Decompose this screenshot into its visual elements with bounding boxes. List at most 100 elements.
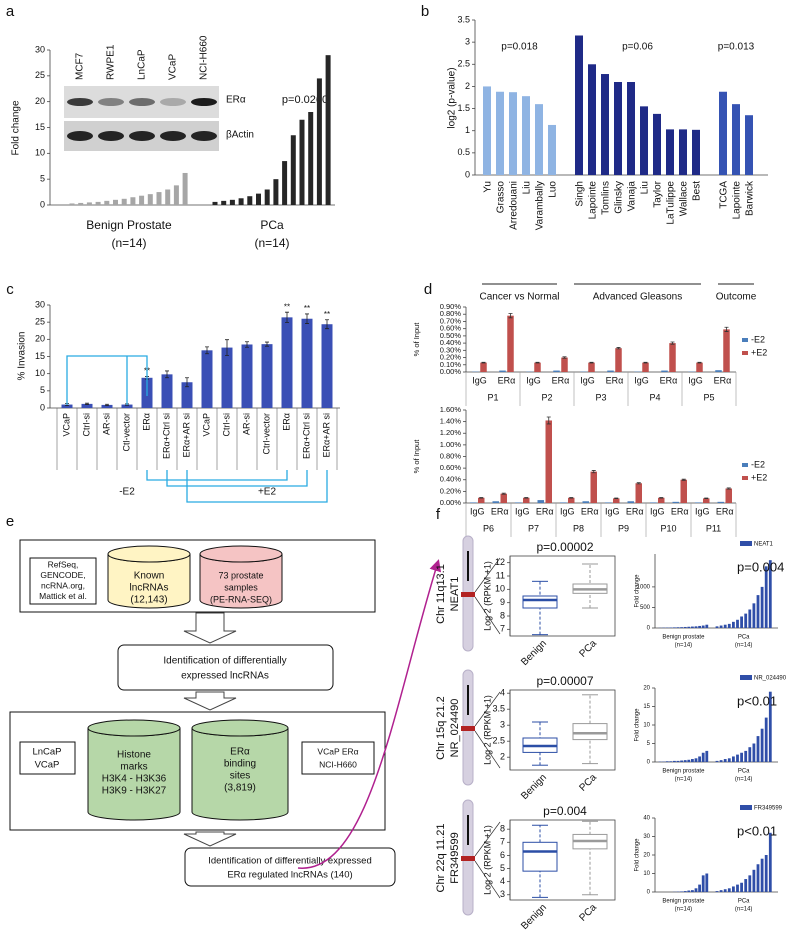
group-n-label: (n=14) bbox=[675, 777, 693, 783]
bar bbox=[507, 315, 514, 372]
bar bbox=[669, 761, 673, 762]
y-tick-label: 0.80% bbox=[440, 309, 462, 318]
bar bbox=[760, 858, 764, 892]
diagram-text: VCaP ERα bbox=[317, 746, 358, 756]
group-label: PCa bbox=[260, 218, 284, 232]
x-tick-label: Grasso bbox=[496, 181, 507, 214]
annotation: p=0.06 bbox=[622, 42, 653, 53]
x-tick-label: IgG bbox=[515, 506, 530, 516]
chart-title: p=0.00007 bbox=[536, 674, 593, 688]
region-label: P8 bbox=[573, 523, 584, 533]
annotation: p=0.0260 bbox=[282, 94, 328, 106]
x-tick-label: ERα bbox=[552, 375, 570, 385]
y-tick-label: 0.00% bbox=[440, 498, 462, 507]
bar bbox=[561, 357, 568, 372]
bar bbox=[752, 603, 756, 628]
bar bbox=[590, 471, 597, 503]
bar bbox=[705, 873, 709, 892]
x-tick-label: ERα bbox=[660, 375, 678, 385]
x-tick-label: IgG bbox=[634, 375, 649, 385]
bar bbox=[238, 198, 244, 205]
bar bbox=[705, 750, 709, 762]
region-label: P5 bbox=[703, 392, 714, 402]
bar bbox=[683, 891, 687, 892]
bar bbox=[695, 502, 702, 503]
x-tick-label: Wallace bbox=[679, 181, 690, 217]
x-tick-label: Tomlins bbox=[601, 181, 612, 215]
y-tick-label: 2.5 bbox=[492, 736, 505, 746]
step1-box bbox=[117, 644, 334, 691]
y-axis-label: % Invasion bbox=[17, 332, 28, 381]
group-label: PCa bbox=[738, 769, 750, 775]
legend-label: NEAT1 bbox=[754, 542, 774, 548]
blot-band bbox=[129, 98, 155, 106]
chromosome-label: Chr 15q 21.2 bbox=[435, 696, 447, 760]
error-bar bbox=[105, 403, 109, 406]
diagram-text: (12,143) bbox=[130, 595, 167, 606]
x-tick-label: PCa bbox=[577, 772, 599, 794]
error-bar bbox=[85, 402, 89, 405]
y-tick-label: 30 bbox=[35, 44, 45, 54]
y-tick-label: 15 bbox=[643, 704, 650, 710]
blot-band bbox=[129, 131, 155, 141]
x-tick-label: Ctrl-si bbox=[221, 413, 231, 437]
y-axis-label: % of Input bbox=[412, 439, 421, 474]
bar bbox=[121, 404, 133, 408]
y-axis-label: log2 (p-value) bbox=[447, 67, 458, 128]
chart-title: p=0.004 bbox=[543, 804, 587, 818]
region-label: P9 bbox=[618, 523, 629, 533]
bar bbox=[515, 502, 522, 503]
error-bar bbox=[724, 326, 729, 332]
diagram-text: (3,819) bbox=[224, 783, 256, 794]
bar bbox=[717, 501, 724, 503]
y-tick-label: 8 bbox=[500, 824, 505, 834]
error-bar bbox=[305, 313, 309, 324]
bar bbox=[560, 502, 567, 503]
bar bbox=[740, 882, 743, 892]
y-tick-label: 3 bbox=[465, 37, 470, 47]
diagram-text: LnCaP bbox=[32, 747, 61, 758]
x-tick-label: IgG bbox=[526, 375, 541, 385]
bar bbox=[748, 747, 752, 762]
bar bbox=[736, 884, 739, 892]
bar bbox=[698, 756, 701, 762]
y-tick-label: 500 bbox=[640, 605, 651, 611]
bar bbox=[705, 624, 709, 628]
bar bbox=[627, 501, 634, 503]
x-tick-label: Varambally bbox=[535, 181, 546, 230]
diagram-text: Known bbox=[134, 571, 165, 582]
bar bbox=[470, 502, 477, 503]
bar bbox=[727, 758, 731, 762]
error-bar bbox=[185, 377, 189, 388]
bar bbox=[687, 626, 691, 628]
chromosome-band bbox=[461, 592, 475, 597]
bar bbox=[715, 891, 719, 892]
bar bbox=[256, 193, 261, 205]
bar bbox=[719, 890, 723, 892]
error-bar bbox=[636, 482, 641, 485]
bar bbox=[480, 362, 487, 372]
x-tick-label: Arredouani bbox=[509, 181, 520, 230]
x-tick-label: Lapointe bbox=[732, 181, 743, 220]
bar bbox=[139, 195, 145, 205]
y-tick-label: 0.60% bbox=[440, 463, 462, 472]
x-tick-label: Best bbox=[692, 181, 703, 201]
group-label: Benign Prostate bbox=[86, 218, 172, 232]
error-bar bbox=[589, 361, 594, 364]
bar bbox=[588, 64, 596, 175]
bar bbox=[568, 497, 575, 503]
bar bbox=[715, 370, 722, 372]
band-label: ERα bbox=[226, 95, 246, 106]
bar bbox=[582, 501, 589, 503]
bar bbox=[95, 201, 101, 205]
x-tick-label: ERα bbox=[536, 506, 554, 516]
y-tick-label: 2 bbox=[500, 752, 505, 762]
y-tick-label: 0.5 bbox=[457, 147, 470, 157]
bar bbox=[736, 754, 739, 762]
bar bbox=[301, 318, 313, 408]
error-bar bbox=[726, 487, 731, 490]
blot-band bbox=[67, 131, 93, 141]
diagram-text: lncRNAs bbox=[130, 583, 169, 594]
error-bar bbox=[562, 356, 567, 359]
